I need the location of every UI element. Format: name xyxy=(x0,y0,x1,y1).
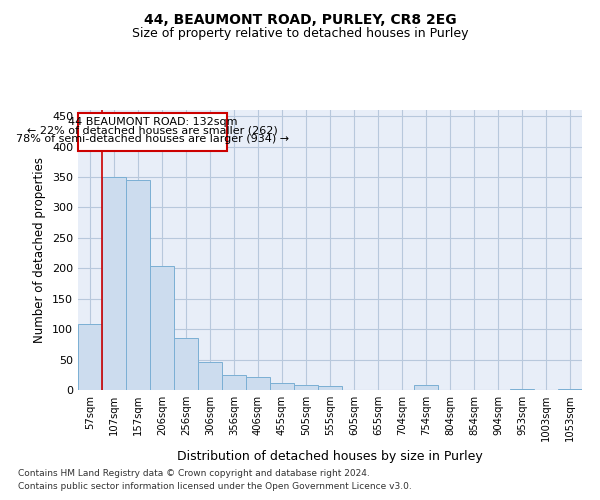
X-axis label: Distribution of detached houses by size in Purley: Distribution of detached houses by size … xyxy=(177,450,483,462)
Bar xyxy=(222,375,246,390)
Text: 78% of semi-detached houses are larger (934) →: 78% of semi-detached houses are larger (… xyxy=(16,134,289,144)
Bar xyxy=(510,389,534,390)
Text: 44 BEAUMONT ROAD: 132sqm: 44 BEAUMONT ROAD: 132sqm xyxy=(68,116,237,126)
FancyBboxPatch shape xyxy=(78,113,227,152)
Bar xyxy=(246,376,270,390)
Bar xyxy=(294,385,318,390)
Bar xyxy=(414,385,438,390)
Bar xyxy=(126,180,150,390)
Y-axis label: Number of detached properties: Number of detached properties xyxy=(34,157,46,343)
Bar xyxy=(198,362,222,390)
Text: Contains public sector information licensed under the Open Government Licence v3: Contains public sector information licen… xyxy=(18,482,412,491)
Text: 44, BEAUMONT ROAD, PURLEY, CR8 2EG: 44, BEAUMONT ROAD, PURLEY, CR8 2EG xyxy=(143,12,457,26)
Text: ← 22% of detached houses are smaller (262): ← 22% of detached houses are smaller (26… xyxy=(27,126,278,136)
Bar xyxy=(102,177,126,390)
Bar xyxy=(174,338,198,390)
Bar xyxy=(558,389,582,390)
Bar xyxy=(318,386,342,390)
Text: Size of property relative to detached houses in Purley: Size of property relative to detached ho… xyxy=(132,28,468,40)
Bar xyxy=(150,266,174,390)
Bar xyxy=(78,324,102,390)
Bar xyxy=(270,384,294,390)
Text: Contains HM Land Registry data © Crown copyright and database right 2024.: Contains HM Land Registry data © Crown c… xyxy=(18,468,370,477)
